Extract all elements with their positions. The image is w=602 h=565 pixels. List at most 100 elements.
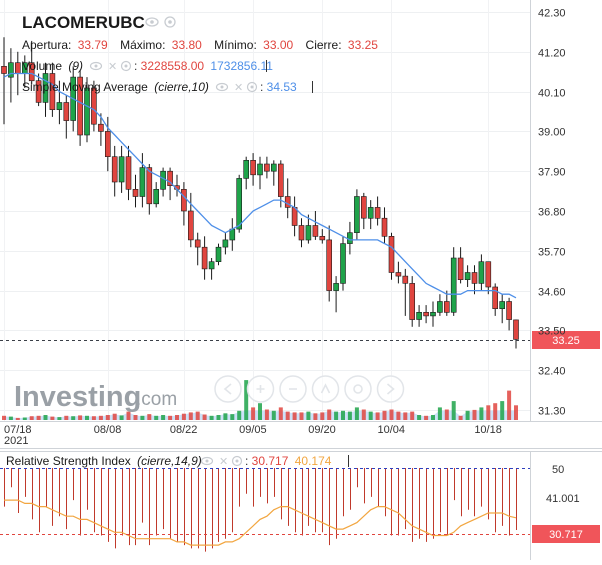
volume-bar [15, 417, 20, 420]
volume-bar [514, 405, 518, 420]
price-tick-label: 37.90 [538, 167, 566, 179]
sma-settings-icon[interactable] [246, 81, 258, 93]
candle-body [105, 131, 111, 157]
volume-bar [299, 412, 304, 420]
volume-bar [223, 413, 228, 420]
eye-icon[interactable] [145, 17, 159, 27]
rsi-value-1: 30.717 [252, 454, 289, 468]
volume-bar [85, 415, 89, 420]
candle-body [243, 160, 249, 179]
rsi-close-icon[interactable]: ✕ [219, 456, 228, 468]
time-axis: 07/18 08/08 08/22 09/05 09/20 10/04 10/18 2021 [4, 424, 502, 447]
price-tick-label: 41.20 [538, 48, 566, 60]
candle-body [277, 163, 284, 197]
volume-bar [216, 415, 221, 420]
volume-bar [500, 401, 505, 420]
candle-body [513, 319, 519, 340]
symbol-title: LACOMERUBC [22, 13, 145, 32]
volume-bar [251, 407, 256, 420]
rsi-value-tag [532, 525, 600, 543]
volume-eye-icon[interactable] [89, 61, 103, 71]
candle-body [63, 102, 70, 121]
sma-legend-name: Simple Moving Average [22, 80, 148, 94]
candle-body [146, 167, 153, 205]
volume-bar [36, 415, 41, 420]
candle-body [333, 283, 339, 291]
volume-close-icon[interactable]: ✕ [108, 61, 117, 73]
volume-bar [313, 413, 318, 420]
candle-body [354, 196, 360, 234]
candle-body [499, 301, 506, 309]
time-tick-label: 08/22 [170, 424, 198, 436]
rsi-eye-icon[interactable] [200, 456, 214, 466]
candle-body [457, 257, 464, 281]
volume-bar [64, 415, 69, 420]
zoom-reset-icon[interactable] [311, 375, 340, 403]
volume-bar [258, 403, 262, 420]
candle-body [409, 283, 416, 320]
candle-body [305, 225, 312, 241]
candle-body [181, 189, 187, 212]
volume-bar [368, 411, 373, 420]
candle-body [367, 207, 374, 219]
arrow-left-icon[interactable] [214, 375, 242, 403]
zoom-out-icon[interactable] [279, 375, 307, 403]
zoom-in-icon[interactable] [246, 375, 275, 403]
price-tick-label: 42.30 [538, 8, 566, 20]
volume-bar [444, 409, 449, 420]
candle-body [28, 62, 35, 82]
volume-bar [396, 411, 401, 420]
volume-bar [403, 412, 408, 420]
volume-bar [91, 416, 96, 420]
volume-legend-name: Volume [22, 59, 62, 73]
price-tick-label: 36.80 [538, 207, 566, 219]
settings-icon[interactable] [164, 16, 176, 28]
candle-body [201, 246, 208, 270]
volume-bar [57, 417, 62, 420]
volume-bar [486, 405, 491, 420]
volume-bar [479, 407, 484, 420]
candle-body [1, 66, 7, 74]
candle-body [450, 257, 457, 313]
volume-bar [327, 409, 332, 420]
volume-bar [347, 411, 352, 420]
settings-icon[interactable] [344, 375, 372, 403]
rsi-signal-line [4, 499, 517, 546]
candle-body [416, 311, 422, 320]
candle-body [312, 225, 319, 237]
sma-eye-icon[interactable] [215, 82, 229, 92]
sma-line [3, 72, 517, 299]
volume-bar [341, 410, 345, 420]
volume-bar [278, 407, 283, 420]
volume-value-2: 1732856.11 [210, 59, 273, 73]
volume-bar [78, 415, 83, 420]
volume-bar [472, 409, 477, 420]
volume-bar [140, 415, 145, 420]
candle-body [485, 261, 492, 288]
volume-values: : 3228558.00 1732856.11 [134, 59, 273, 73]
high-label: Máximo: [120, 38, 165, 52]
volume-bar [285, 411, 290, 420]
volume-bar [431, 415, 435, 420]
candle-body [478, 261, 485, 284]
volume-bar [188, 412, 193, 420]
volume-bar [50, 416, 55, 420]
candle-body [250, 160, 256, 176]
sma-legend-param: (cierre,10) [154, 80, 209, 94]
volume-settings-icon[interactable] [120, 60, 132, 72]
rsi-settings-icon[interactable] [231, 455, 243, 467]
volume-bar [175, 415, 179, 420]
candle-body [236, 178, 242, 230]
last-price-value: 33.25 [552, 335, 580, 347]
candle-body [257, 163, 263, 176]
volume-bar [375, 412, 380, 420]
sma-close-icon[interactable]: ✕ [234, 82, 243, 94]
volume-bar [382, 410, 387, 420]
arrow-right-icon[interactable] [376, 375, 405, 403]
watermark-brand: Investing [14, 381, 141, 413]
candle-body [194, 239, 201, 248]
candle-body [284, 196, 291, 208]
candle-body [215, 246, 222, 262]
